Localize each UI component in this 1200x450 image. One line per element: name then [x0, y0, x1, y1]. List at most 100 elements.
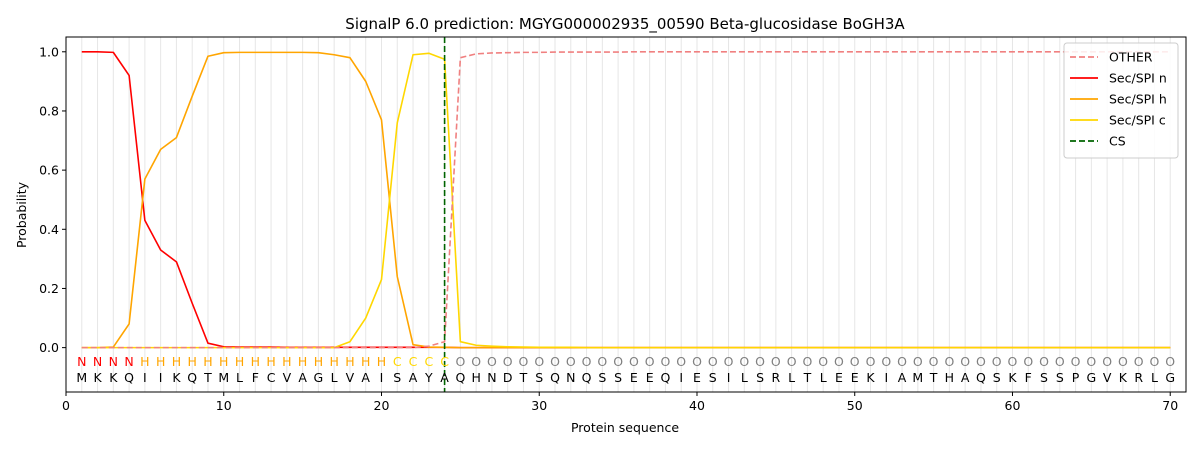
residue-label: Q	[582, 370, 592, 385]
region-label: O	[802, 354, 812, 369]
region-label: O	[676, 354, 686, 369]
residue-label: Q	[124, 370, 134, 385]
residue-label: A	[361, 370, 370, 385]
residue-label: K	[866, 370, 875, 385]
residue-label: G	[1165, 370, 1175, 385]
residue-label: S	[598, 370, 606, 385]
region-label: O	[755, 354, 765, 369]
x-tick-label: 50	[847, 398, 863, 413]
region-label: O	[566, 354, 576, 369]
residue-label: S	[535, 370, 543, 385]
residue-label: Q	[550, 370, 560, 385]
x-tick-label: 40	[689, 398, 705, 413]
residue-label: I	[159, 370, 163, 385]
chart-title: SignalP 6.0 prediction: MGYG000002935_00…	[345, 15, 905, 34]
legend-label: Sec/SPI c	[1109, 113, 1166, 128]
region-label: O	[960, 354, 970, 369]
region-label: O	[724, 354, 734, 369]
residue-label: E	[646, 370, 654, 385]
region-label: H	[345, 354, 354, 369]
region-label: H	[314, 354, 323, 369]
residue-label: M	[76, 370, 87, 385]
residue-label: A	[409, 370, 418, 385]
region-label: O	[597, 354, 607, 369]
region-label: O	[897, 354, 907, 369]
region-label: O	[1118, 354, 1128, 369]
residue-label: N	[487, 370, 496, 385]
region-label: C	[440, 354, 449, 369]
residue-label: T	[519, 370, 528, 385]
region-label: O	[1134, 354, 1144, 369]
residue-label: A	[440, 370, 449, 385]
residue-label: T	[803, 370, 812, 385]
region-label: O	[629, 354, 639, 369]
residue-label: K	[172, 370, 181, 385]
region-label: H	[172, 354, 181, 369]
residue-label: Q	[661, 370, 671, 385]
residue-label: R	[772, 370, 781, 385]
region-label: O	[519, 354, 529, 369]
residue-label: S	[1056, 370, 1064, 385]
residue-label: H	[945, 370, 954, 385]
x-tick-label: 20	[374, 398, 390, 413]
region-label: O	[1086, 354, 1096, 369]
legend-label: CS	[1109, 134, 1126, 149]
residue-label: L	[1151, 370, 1158, 385]
residue-label: N	[566, 370, 575, 385]
y-tick-label: 0.0	[39, 340, 59, 355]
y-tick-label: 1.0	[39, 44, 59, 59]
region-label: O	[1071, 354, 1081, 369]
y-axis-label: Probability	[14, 181, 29, 248]
region-label: O	[487, 354, 497, 369]
region-label: O	[944, 354, 954, 369]
region-label: O	[455, 354, 465, 369]
region-label: N	[93, 354, 102, 369]
region-label: H	[298, 354, 307, 369]
residue-label: R	[1134, 370, 1143, 385]
residue-label: M	[218, 370, 229, 385]
residue-label: S	[393, 370, 401, 385]
residue-label: Y	[424, 370, 433, 385]
x-tick-label: 10	[216, 398, 232, 413]
x-axis-label: Protein sequence	[571, 420, 679, 435]
residue-label: K	[109, 370, 118, 385]
region-label: O	[645, 354, 655, 369]
residue-label: S	[614, 370, 622, 385]
region-label: H	[156, 354, 165, 369]
residue-label: I	[679, 370, 683, 385]
residue-label: S	[709, 370, 717, 385]
residue-label: I	[727, 370, 731, 385]
region-label: O	[503, 354, 513, 369]
region-label: O	[1165, 354, 1175, 369]
residue-label: Q	[455, 370, 465, 385]
region-label: C	[409, 354, 418, 369]
sequence-labels: NMNKNKNQHIHIHKHQHTHMHLHFHCHVHAHGHLHVHAHI…	[76, 354, 1175, 385]
residue-label: E	[630, 370, 638, 385]
y-tick-label: 0.6	[39, 163, 59, 178]
region-label: O	[976, 354, 986, 369]
residue-label: T	[203, 370, 212, 385]
residue-label: P	[1072, 370, 1080, 385]
region-label: O	[582, 354, 592, 369]
residue-label: L	[331, 370, 338, 385]
residue-label: V	[283, 370, 292, 385]
series-line-sec-spi-n	[81, 50, 1171, 349]
residue-label: S	[756, 370, 764, 385]
region-label: O	[834, 354, 844, 369]
region-label: O	[787, 354, 797, 369]
region-label: H	[266, 354, 275, 369]
residue-label: Q	[976, 370, 986, 385]
region-label: H	[219, 354, 228, 369]
region-label: O	[1023, 354, 1033, 369]
region-label: O	[708, 354, 718, 369]
region-label: O	[1150, 354, 1160, 369]
residue-label: E	[835, 370, 843, 385]
residue-label: E	[851, 370, 859, 385]
residue-label: G	[1087, 370, 1097, 385]
legend-box	[1063, 42, 1179, 159]
residue-label: I	[380, 370, 384, 385]
residue-label: S	[1040, 370, 1048, 385]
residue-label: L	[820, 370, 827, 385]
region-label: N	[77, 354, 86, 369]
